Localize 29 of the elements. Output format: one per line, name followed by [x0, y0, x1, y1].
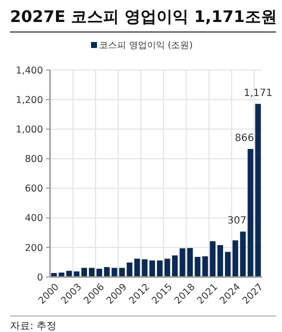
y-tick-label: 1,200 — [16, 94, 43, 106]
data-label: 307 — [227, 216, 246, 227]
y-tick-label: 400 — [24, 213, 43, 224]
bar — [149, 260, 156, 277]
y-tick-label: 1,400 — [16, 65, 43, 76]
bar — [156, 260, 163, 277]
data-label: 1,171 — [244, 88, 272, 99]
y-tick-label: 600 — [24, 184, 43, 195]
y-tick-label: 800 — [24, 154, 43, 166]
bar — [104, 267, 110, 277]
y-tick-label: 200 — [24, 242, 43, 254]
y-tick-label: 1,000 — [16, 124, 43, 136]
chart-title: 2027E 코스피 영업이익 1,171조원 — [10, 7, 277, 26]
bar — [210, 241, 216, 277]
bar — [96, 268, 102, 277]
bar — [232, 240, 238, 277]
legend-label: 코스피 영업이익 (조원) — [99, 41, 193, 51]
bar — [172, 255, 178, 277]
bar — [202, 256, 208, 277]
bar — [224, 252, 231, 277]
bar — [164, 258, 170, 277]
bar — [217, 245, 224, 277]
bar — [142, 259, 148, 277]
bar — [81, 268, 88, 277]
data-label: 866 — [234, 132, 254, 144]
bar — [134, 258, 140, 277]
bar — [88, 268, 95, 277]
y-tick-label: 0 — [36, 272, 43, 284]
text: 자료: 추정 — [10, 321, 57, 332]
